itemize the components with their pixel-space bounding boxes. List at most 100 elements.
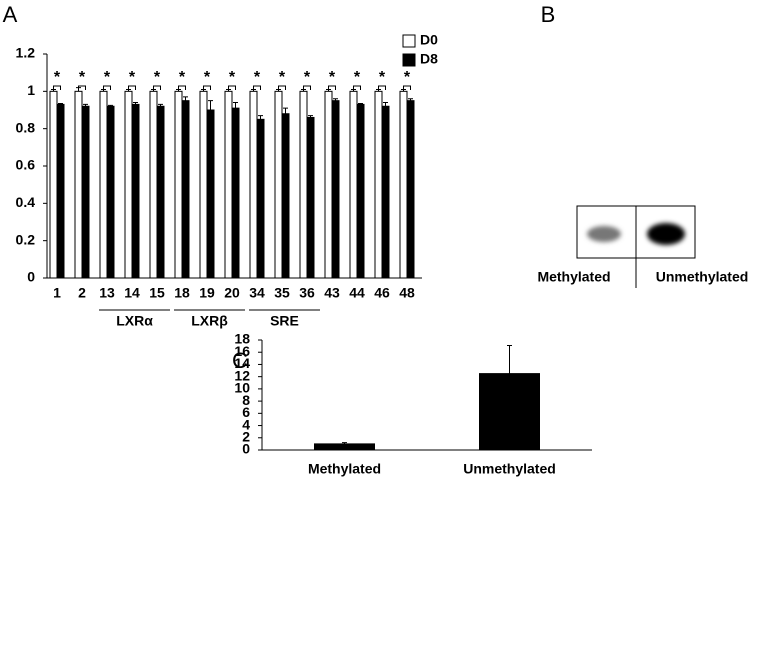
group-label: LXRβ — [191, 313, 228, 329]
legend-label: D8 — [420, 51, 438, 67]
x-tick-label: 2 — [78, 285, 86, 301]
significance-star: * — [79, 69, 86, 86]
significance-bracket — [178, 85, 186, 90]
significance-bracket — [278, 85, 286, 90]
error-bar — [233, 102, 238, 109]
bar — [199, 90, 208, 279]
error-bar — [283, 107, 288, 114]
bar — [74, 90, 83, 279]
blot-label: Methylated — [537, 269, 610, 285]
blot: Methylated Unmethylated — [537, 205, 749, 288]
y-tick-label: 6 — [242, 404, 250, 420]
y-tick-label: 4 — [242, 416, 250, 432]
significance-star: * — [229, 69, 236, 86]
error-bar — [342, 442, 347, 444]
blot-label: Unmethylated — [656, 269, 749, 285]
significance-star: * — [354, 69, 361, 86]
x-tick-label: 18 — [174, 285, 190, 301]
y-tick-label: 1.2 — [16, 45, 36, 61]
y-tick-label: 10 — [234, 380, 250, 396]
blot-band — [587, 226, 621, 242]
y-tick-label: 0 — [242, 441, 250, 457]
bar — [174, 90, 183, 279]
panel-label: B — [541, 2, 556, 27]
bar — [399, 90, 408, 279]
significance-star: * — [54, 69, 61, 86]
x-tick-label: Methylated — [308, 461, 381, 477]
x-tick-label: 44 — [349, 285, 365, 301]
bar — [349, 90, 358, 279]
significance-bracket — [303, 85, 311, 90]
y-tick-label: 12 — [234, 367, 250, 383]
bar — [181, 100, 190, 279]
bar — [381, 105, 390, 279]
legend-swatch — [402, 34, 416, 48]
x-tick-label: 19 — [199, 285, 215, 301]
significance-bracket — [328, 85, 336, 90]
significance-bracket — [103, 85, 111, 90]
bar — [206, 109, 215, 279]
significance-star: * — [204, 69, 211, 86]
x-tick-label: 35 — [274, 285, 290, 301]
bar — [131, 103, 140, 279]
significance-star: * — [304, 69, 311, 86]
bar — [256, 118, 265, 279]
bar — [99, 90, 108, 279]
bar — [281, 113, 290, 279]
significance-star: * — [379, 69, 386, 86]
significance-bracket — [203, 85, 211, 90]
bar — [274, 90, 283, 279]
significance-star: * — [254, 69, 261, 86]
legend-label: D0 — [420, 32, 438, 48]
significance-bracket — [353, 85, 361, 90]
x-tick-label: 14 — [124, 285, 140, 301]
bar — [156, 105, 165, 279]
bar — [224, 90, 233, 279]
group-label: SRE — [270, 313, 299, 329]
bar — [231, 107, 240, 279]
bar — [406, 100, 415, 279]
error-bar — [58, 102, 63, 105]
group-label: LXRα — [116, 313, 153, 329]
error-bar — [507, 345, 512, 374]
error-bar — [133, 102, 138, 105]
significance-bracket — [378, 85, 386, 90]
significance-bracket — [128, 85, 136, 90]
bar — [299, 90, 308, 279]
x-tick-label: 48 — [399, 285, 415, 301]
x-tick-label: Unmethylated — [463, 461, 556, 477]
error-bar — [83, 103, 88, 107]
bar — [324, 90, 333, 279]
bar — [356, 103, 365, 279]
bar — [479, 373, 540, 451]
significance-star: * — [506, 381, 513, 398]
significance-star: * — [279, 69, 286, 86]
bar — [306, 116, 315, 279]
error-bar — [108, 104, 113, 107]
y-tick-label: 1 — [27, 82, 35, 98]
error-bar — [383, 102, 388, 107]
error-bar — [208, 100, 213, 110]
error-bar — [183, 96, 188, 101]
significance-star: * — [404, 69, 411, 86]
bar — [49, 90, 58, 279]
error-bar — [358, 102, 363, 105]
bar — [314, 443, 375, 451]
significance-bracket — [153, 85, 161, 90]
y-tick-label: 0.4 — [16, 194, 36, 210]
bar — [149, 90, 158, 279]
error-bar — [258, 115, 263, 120]
x-tick-label: 15 — [149, 285, 165, 301]
y-tick-label: 16 — [234, 343, 250, 359]
y-tick-label: 14 — [234, 355, 250, 371]
significance-bracket — [53, 85, 61, 90]
significance-star: * — [129, 69, 136, 86]
x-tick-label: 13 — [99, 285, 115, 301]
bar — [249, 90, 258, 279]
blot-band — [647, 223, 685, 245]
error-bar — [158, 103, 163, 107]
significance-star: * — [154, 69, 161, 86]
bar — [331, 100, 340, 279]
y-tick-label: 0 — [27, 269, 35, 285]
